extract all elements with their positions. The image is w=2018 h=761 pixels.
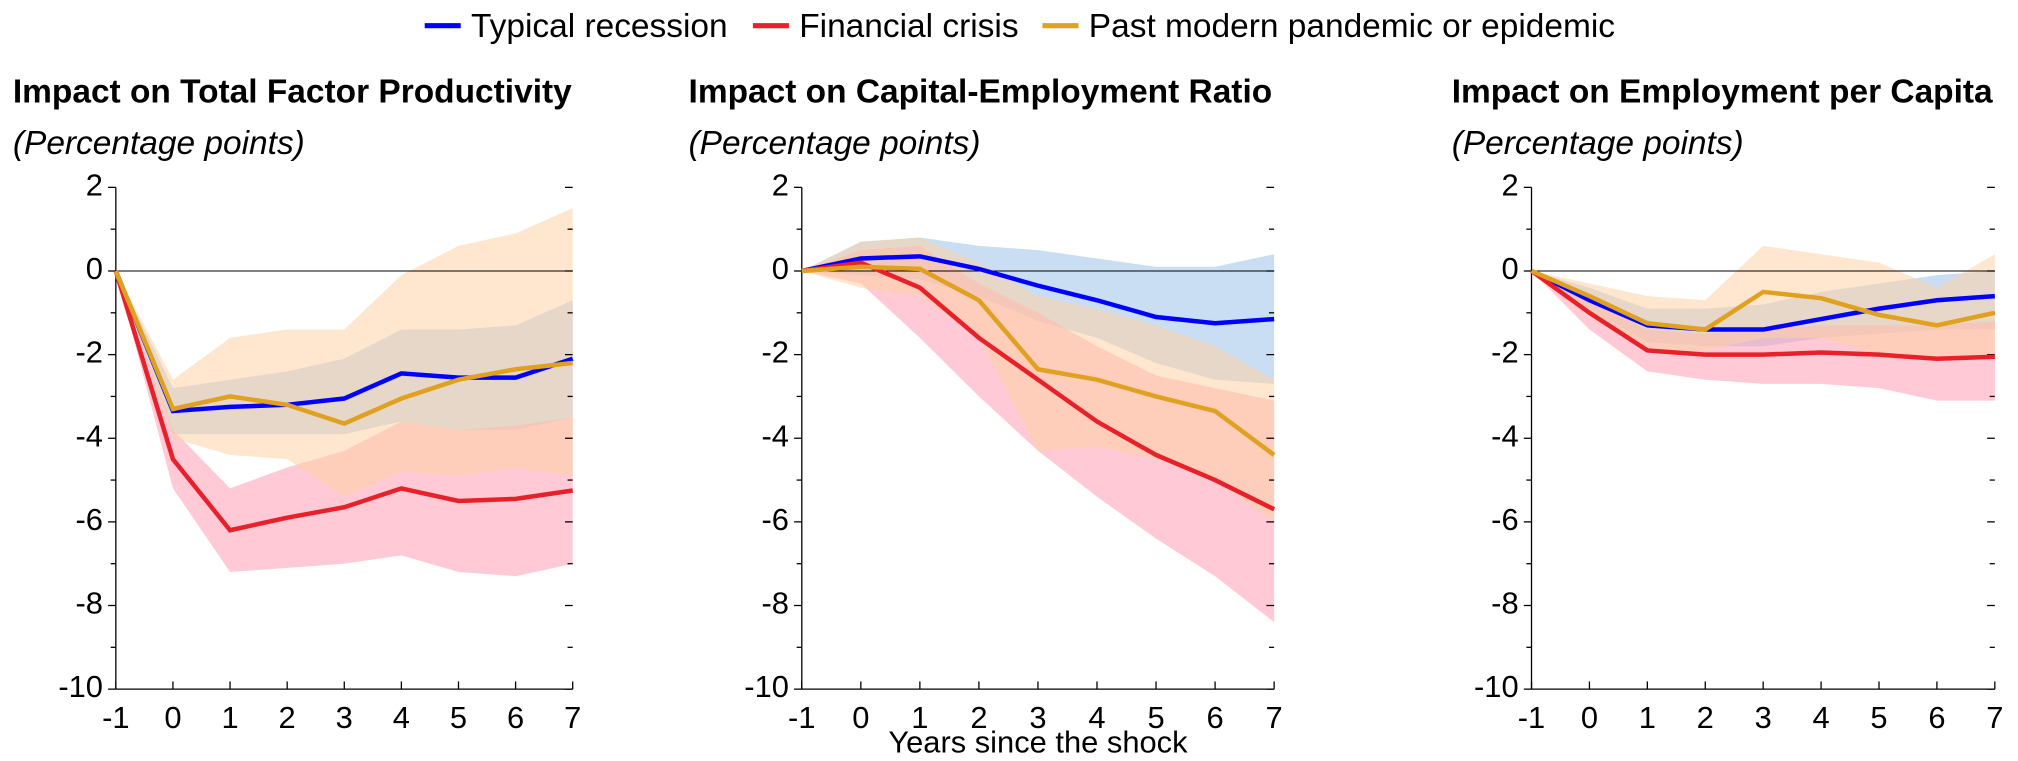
series-line bbox=[1530, 268, 1996, 332]
panel-subtitle: (Percentage points) bbox=[1452, 125, 1744, 162]
x-tick-label: 6 bbox=[1928, 700, 1945, 735]
series-line bbox=[113, 270, 574, 533]
y-tick-label: 2 bbox=[772, 168, 789, 203]
y-tick-label: -10 bbox=[1474, 669, 1519, 704]
series-line bbox=[113, 270, 573, 427]
x-tick-label: 2 bbox=[970, 700, 987, 735]
y-tick-label: 0 bbox=[86, 251, 103, 286]
y-tick-label: -6 bbox=[1491, 502, 1518, 537]
panel-title: Impact on Employment per Capita bbox=[1452, 74, 1993, 111]
x-tick-label: 4 bbox=[1088, 700, 1105, 735]
series-line bbox=[1530, 268, 1995, 332]
y-tick-label: -2 bbox=[761, 335, 788, 370]
y-tick-label: -4 bbox=[761, 418, 788, 453]
x-tick-label: 0 bbox=[1581, 700, 1598, 735]
panel-subtitle: (Percentage points) bbox=[13, 125, 305, 162]
x-tick-label: 3 bbox=[1029, 700, 1046, 735]
x-tick-label: -1 bbox=[788, 700, 815, 735]
series-line bbox=[801, 260, 1276, 512]
confidence-band bbox=[1531, 245, 1995, 359]
confidence-band bbox=[115, 208, 573, 497]
x-tick-label: 3 bbox=[336, 700, 353, 735]
x-tick-label: 5 bbox=[1147, 700, 1164, 735]
x-tick-label: -1 bbox=[102, 700, 129, 735]
panel-subtitle: (Percentage points) bbox=[689, 125, 981, 162]
y-tick-label: -8 bbox=[761, 586, 788, 621]
x-tick-label: 6 bbox=[1206, 700, 1223, 735]
x-tick-label: 2 bbox=[279, 700, 296, 735]
y-tick-label: -6 bbox=[75, 502, 102, 537]
y-tick-label: -8 bbox=[1491, 586, 1518, 621]
y-tick-label: 0 bbox=[1501, 251, 1518, 286]
x-tick-label: 1 bbox=[1639, 700, 1656, 735]
x-tick-label: 5 bbox=[1870, 700, 1887, 735]
legend-label: Past modern pandemic or epidemic bbox=[1089, 8, 1615, 45]
x-tick-label: 1 bbox=[221, 700, 238, 735]
y-tick-label: -4 bbox=[1491, 418, 1518, 453]
y-tick-label: -8 bbox=[75, 586, 102, 621]
x-tick-label: 7 bbox=[1266, 700, 1283, 735]
x-tick-label: 6 bbox=[507, 700, 524, 735]
y-tick-label: -10 bbox=[58, 669, 103, 704]
x-tick-label: 0 bbox=[164, 700, 181, 735]
legend-label: Typical recession bbox=[471, 8, 728, 45]
x-tick-label: 7 bbox=[1986, 700, 2003, 735]
x-tick-label: 5 bbox=[450, 700, 467, 735]
x-axis-label: Years since the shock bbox=[888, 724, 1188, 759]
x-tick-label: 3 bbox=[1755, 700, 1772, 735]
x-tick-label: 4 bbox=[393, 700, 410, 735]
y-tick-label: -2 bbox=[75, 335, 102, 370]
y-tick-label: 2 bbox=[86, 168, 103, 203]
series-line bbox=[801, 254, 1275, 326]
y-tick-label: 0 bbox=[772, 251, 789, 286]
series-line bbox=[801, 264, 1276, 457]
x-tick-label: 2 bbox=[1697, 700, 1714, 735]
x-tick-label: -1 bbox=[1518, 700, 1545, 735]
x-tick-label: 4 bbox=[1813, 700, 1830, 735]
y-tick-label: 2 bbox=[1501, 168, 1518, 203]
y-tick-label: -4 bbox=[75, 418, 102, 453]
y-tick-label: -2 bbox=[1491, 335, 1518, 370]
panel-title: Impact on Capital-Employment Ratio bbox=[689, 74, 1273, 111]
y-tick-label: -10 bbox=[744, 669, 789, 704]
panel-title: Impact on Total Factor Productivity bbox=[13, 74, 572, 111]
series-line bbox=[113, 270, 574, 414]
y-tick-label: -6 bbox=[761, 502, 788, 537]
series-line bbox=[1530, 269, 1995, 362]
x-tick-label: 0 bbox=[852, 700, 869, 735]
x-tick-label: 7 bbox=[564, 700, 581, 735]
x-tick-label: 1 bbox=[911, 700, 928, 735]
legend-label: Financial crisis bbox=[799, 8, 1018, 45]
